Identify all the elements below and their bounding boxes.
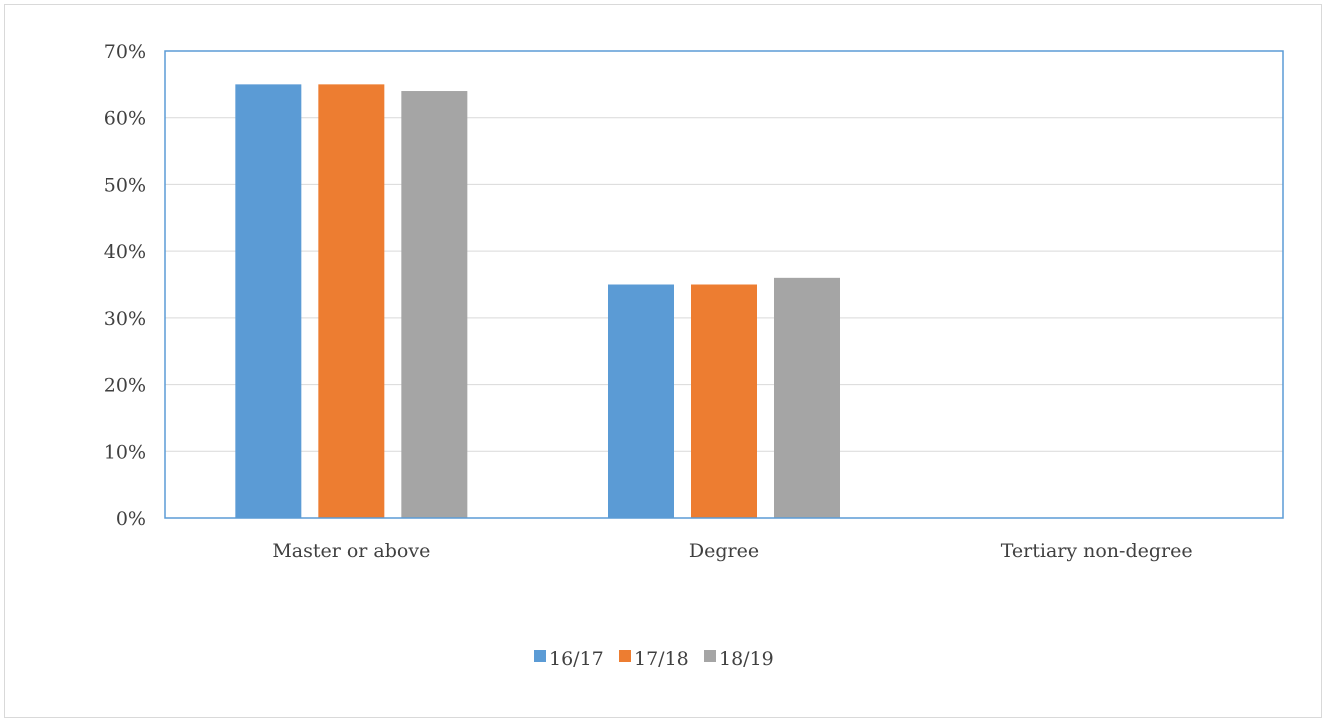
legend-item[interactable]: 17/18 (619, 648, 689, 670)
bar (401, 91, 468, 519)
legend-item[interactable]: 18/19 (704, 648, 774, 670)
y-tick-label: 60% (104, 108, 146, 130)
legend-label: 16/17 (549, 648, 604, 670)
y-tick-label: 10% (104, 441, 146, 463)
legend-label: 18/19 (719, 648, 774, 670)
bar (235, 84, 302, 518)
plot-area-border (164, 50, 1284, 519)
bar (691, 284, 757, 518)
x-axis-category-labels: Master or above Degree Tertiary non-degree (272, 540, 1192, 562)
bar (318, 84, 385, 518)
bar (774, 277, 840, 518)
x-category-label: Degree (689, 540, 759, 562)
chart-frame (4, 4, 1322, 718)
y-tick-label: 0% (116, 508, 146, 530)
y-tick-label: 50% (104, 174, 146, 196)
bar (608, 284, 674, 518)
legend-label: 17/18 (634, 648, 689, 670)
legend-swatch (704, 650, 716, 662)
legend-swatch (534, 650, 546, 662)
legend-item[interactable]: 16/17 (534, 648, 604, 670)
y-tick-label: 70% (104, 41, 146, 63)
legend-swatch (619, 650, 631, 662)
x-category-label: Tertiary non-degree (1001, 540, 1193, 562)
x-category-label: Master or above (272, 540, 430, 562)
legend[interactable]: 16/17 17/18 18/19 (534, 648, 774, 670)
y-tick-label: 20% (104, 375, 146, 397)
y-tick-label: 30% (104, 308, 146, 330)
bars (235, 84, 840, 519)
y-axis-tick-labels: 0% 10% 20% 30% 40% 50% 60% 70% (104, 41, 146, 530)
y-tick-label: 40% (104, 241, 146, 263)
